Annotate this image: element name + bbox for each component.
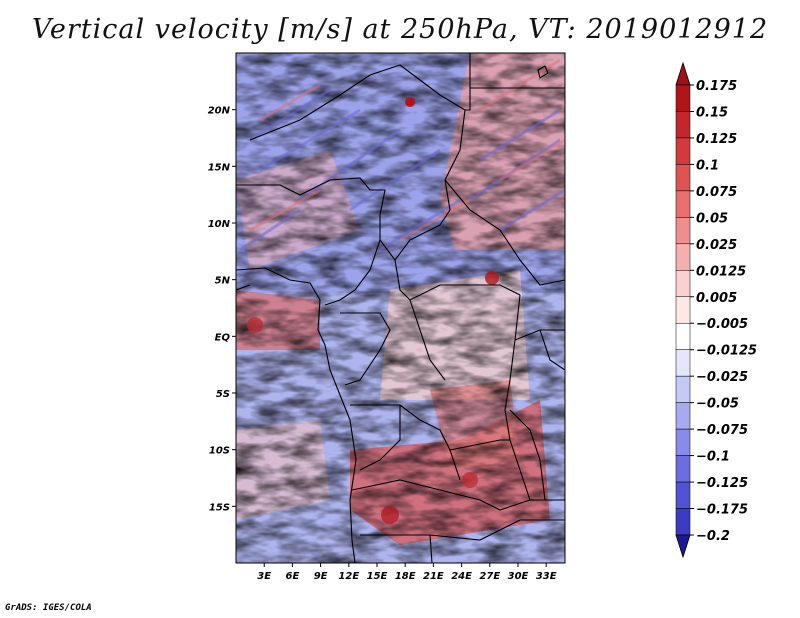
lon-tick-label: 9E [314,571,328,582]
colorbar-segment [675,375,691,403]
latitude-axis: 20N 15N 10N 5N EQ 5S 10S 15S [208,106,236,513]
country-borders [236,53,565,563]
colorbar-segment [675,455,691,483]
colorbar-segment [675,111,691,139]
colorbar-segment [675,164,691,192]
vertical-velocity-field [236,53,565,563]
colorbar-segment [675,217,691,245]
lon-tick-label: 3E [257,571,271,582]
colorbar-bottom-arrow [675,534,691,559]
lat-tick-label: 5S [216,389,230,400]
lon-tick-label: 21E [423,571,444,582]
colorbar-segment [675,243,691,271]
colorbar-label: −0.0125 [696,344,757,359]
colorbar: 0.175 0.15 0.125 0.1 0.075 0.05 0.025 0.0125 0.0… [675,61,757,559]
colorbar-label: 0.005 [696,291,737,306]
colorbar-label: 0.075 [696,185,737,200]
lat-tick-label: 15S [209,502,230,513]
colorbar-segment [675,322,691,350]
lon-tick-label: 18E [395,571,416,582]
colorbar-label: −0.175 [696,503,748,518]
lat-tick-label: EQ [215,332,231,343]
colorbar-label: 0.025 [696,238,737,253]
colorbar-label: −0.05 [696,397,739,412]
lon-tick-label: 30E [508,571,529,582]
lat-tick-label: 10N [208,219,231,230]
lat-tick-label: 10S [209,446,230,457]
colorbar-segment [675,349,691,377]
colorbar-label: −0.2 [696,529,730,544]
longitude-axis: 3E 6E 9E 12E 15E 18E 21E 24E 27E 30E 33E [257,563,557,582]
colorbar-label: −0.025 [696,370,748,385]
colorbar-label: −0.125 [696,476,748,491]
colorbar-segment [675,402,691,430]
plot-frame [235,52,566,564]
colorbar-label: 0.175 [696,79,737,94]
lon-tick-label: 12E [338,571,359,582]
lon-tick-label: 27E [479,571,500,582]
map-title: Vertical velocity [m/s] at 250hPa, VT: 2… [31,14,769,45]
colorbar-segment [675,190,691,218]
lat-tick-label: 15N [208,162,231,173]
colorbar-segment [675,428,691,456]
colorbar-label: 0.125 [696,132,737,147]
colorbar-label: 0.05 [696,211,728,226]
colorbar-label: 0.15 [696,105,728,120]
colorbar-label: −0.005 [696,317,748,332]
lon-tick-label: 33E [536,571,557,582]
lon-tick-label: 24E [451,571,472,582]
colorbar-segment [675,296,691,324]
colorbar-top-arrow [675,61,691,86]
colorbar-label: 0.0125 [696,264,746,279]
lat-tick-label: 5N [215,276,231,287]
colorbar-label: −0.075 [696,423,748,438]
colorbar-segment [675,137,691,165]
grads-credit: GrADS: IGES/COLA [5,603,92,613]
colorbar-label: −0.1 [696,450,730,465]
colorbar-label: 0.1 [696,158,719,173]
lon-tick-label: 15E [367,571,388,582]
colorbar-segment [675,270,691,298]
lat-tick-label: 20N [208,106,231,117]
colorbar-segment [675,84,691,112]
colorbar-segment [675,481,691,509]
lon-tick-label: 6E [286,571,300,582]
colorbar-segment [675,508,691,536]
